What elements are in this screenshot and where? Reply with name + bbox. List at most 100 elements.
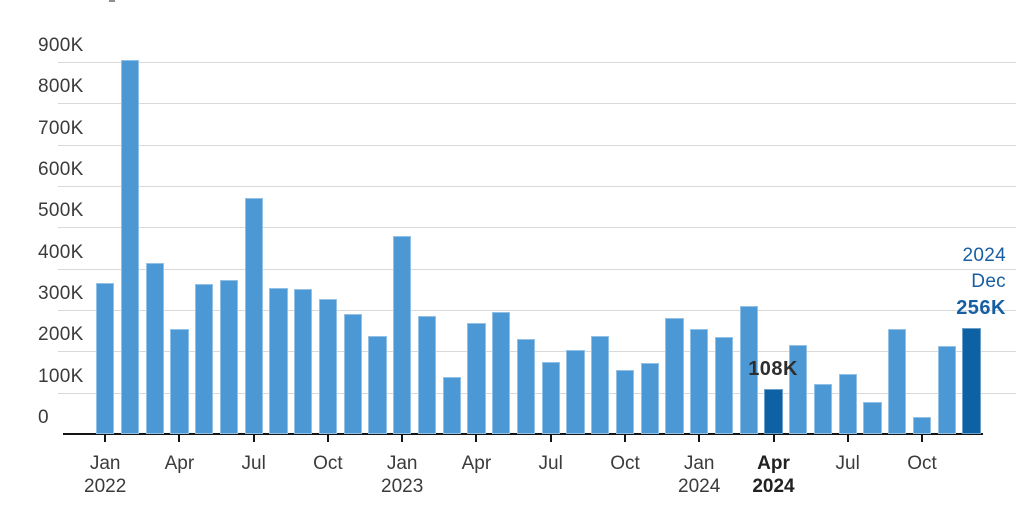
x-axis-tick-jul xyxy=(846,434,849,442)
bar-jul-2023 xyxy=(541,361,560,434)
gridline-600K xyxy=(58,186,1016,187)
gridline-200K xyxy=(58,351,1016,353)
bar-feb-2023 xyxy=(417,316,437,434)
bar-dec-2022 xyxy=(368,335,387,434)
x-axis-tick-jul xyxy=(549,434,552,442)
x-axis-label-year: 2024 xyxy=(752,476,795,497)
x-axis-label-month: Jul xyxy=(538,453,563,474)
y-axis-label-700K: 700K xyxy=(38,117,84,139)
bar-apr-2023 xyxy=(467,322,486,434)
bar-oct-2023 xyxy=(615,369,635,434)
x-axis-tick-jan-2023 xyxy=(401,434,404,442)
x-axis-tick-apr xyxy=(178,434,181,442)
annotation-apr-2024-value: 108K xyxy=(748,358,798,380)
x-axis-label-apr-2024: Apr 2024 xyxy=(729,452,819,498)
x-axis-label-jan-2022: Jan 2022 xyxy=(60,452,150,498)
y-axis-label-400K: 400K xyxy=(38,241,84,263)
bar-jan-2022 xyxy=(96,283,115,434)
annotation-dec-2024-month: Dec xyxy=(971,271,1006,292)
x-axis-label-year: 2024 xyxy=(678,476,721,497)
bar-dec-2023 xyxy=(665,317,684,434)
bar-apr-2022 xyxy=(170,329,189,434)
x-axis-baseline xyxy=(63,433,983,435)
annotation-dec-2024: 2024 Dec 256K xyxy=(956,243,1006,321)
x-axis-label-jan-2024: Jan 2024 xyxy=(654,452,744,498)
bar-sep-2024 xyxy=(888,329,907,434)
annotation-dec-2024-year: 2024 xyxy=(962,245,1006,266)
x-axis-label-month: Oct xyxy=(907,453,937,474)
bar-may-2024 xyxy=(789,345,808,434)
bar-sep-2022 xyxy=(294,288,313,434)
x-axis-label-apr: Apr xyxy=(431,452,521,475)
bar-jan-2024 xyxy=(690,329,709,434)
bar-jun-2022 xyxy=(219,279,239,434)
x-axis-tick-jan-2022 xyxy=(104,434,107,442)
x-axis-tick-oct xyxy=(921,434,923,442)
x-axis-label-year: 2023 xyxy=(381,476,424,497)
y-axis-label-900K: 900K xyxy=(38,35,84,56)
y-axis-label-300K: 300K xyxy=(38,283,84,304)
gridline-100K xyxy=(58,392,1016,394)
x-axis-label-month: Apr xyxy=(164,453,195,474)
bar-nov-2023 xyxy=(640,362,659,434)
x-axis-label-jan-2023: Jan 2023 xyxy=(357,452,447,498)
x-axis-tick-jan-2024 xyxy=(698,434,701,442)
annotation-dec-2024-value: 256K xyxy=(956,297,1006,319)
x-axis-label-month: Apr xyxy=(461,453,492,474)
x-axis-tick-jul xyxy=(252,434,255,442)
bar-may-2023 xyxy=(492,311,511,434)
bar-jun-2024 xyxy=(813,384,833,434)
x-axis-tick-oct xyxy=(326,434,329,442)
gridline-800K xyxy=(58,103,1016,105)
x-axis-label-jul: Jul xyxy=(803,452,893,475)
y-axis-label-600K: 600K xyxy=(38,159,84,180)
x-axis-tick-apr-2024 xyxy=(772,434,775,442)
x-axis-label-month: Oct xyxy=(610,453,640,474)
bar-nov-2022 xyxy=(343,314,362,434)
x-axis-tick-apr xyxy=(475,434,478,442)
bar-jan-2023 xyxy=(393,235,412,434)
gridline-500K xyxy=(58,227,1016,229)
bar-jul-2024 xyxy=(838,374,857,434)
bar-aug-2022 xyxy=(269,287,288,434)
y-axis-label-200K: 200K xyxy=(38,324,84,346)
bar-aug-2023 xyxy=(566,350,585,434)
x-axis-label-oct: Oct xyxy=(877,452,967,475)
bar-mar-2022 xyxy=(145,262,164,434)
y-axis-label-100K: 100K xyxy=(38,365,84,387)
bar-feb-2022 xyxy=(120,59,140,434)
x-axis-label-month: Jul xyxy=(241,453,266,474)
bar-aug-2024 xyxy=(863,401,882,434)
x-axis-label-month: Jan xyxy=(89,453,121,474)
gridline-400K xyxy=(58,268,1016,270)
bar-sep-2023 xyxy=(591,336,610,434)
y-axis-label-0: 0 xyxy=(38,407,49,428)
x-axis-label-month: Jul xyxy=(835,453,860,474)
bar-mar-2023 xyxy=(442,376,461,434)
y-axis-label-800K: 800K xyxy=(38,76,84,98)
x-axis-label-month: Jan xyxy=(683,453,715,474)
x-axis-label-jul: Jul xyxy=(209,452,299,475)
bar-dec-2024 xyxy=(962,328,981,434)
bar-oct-2022 xyxy=(318,299,338,434)
bar-oct-2024 xyxy=(912,416,932,434)
bar-feb-2024 xyxy=(714,336,734,434)
bar-nov-2024 xyxy=(937,346,956,434)
x-axis-label-month: Apr xyxy=(757,453,790,474)
y-axis-label-500K: 500K xyxy=(38,200,84,222)
x-axis-label-jul: Jul xyxy=(506,452,596,475)
x-axis-label-month: Jan xyxy=(386,453,418,474)
x-axis-label-month: Oct xyxy=(313,453,343,474)
gridline-300K xyxy=(58,310,1016,311)
bar-mar-2024 xyxy=(739,305,758,434)
bar-jun-2023 xyxy=(516,338,536,434)
bar-jul-2022 xyxy=(244,198,263,434)
clipped-title-remnant xyxy=(109,0,115,2)
x-axis-label-oct: Oct xyxy=(283,452,373,475)
x-axis-label-oct: Oct xyxy=(580,452,670,475)
bar-may-2022 xyxy=(195,283,214,434)
bar-apr-2024 xyxy=(764,389,783,434)
x-axis-label-year: 2022 xyxy=(84,476,127,497)
gridline-700K xyxy=(58,144,1016,146)
